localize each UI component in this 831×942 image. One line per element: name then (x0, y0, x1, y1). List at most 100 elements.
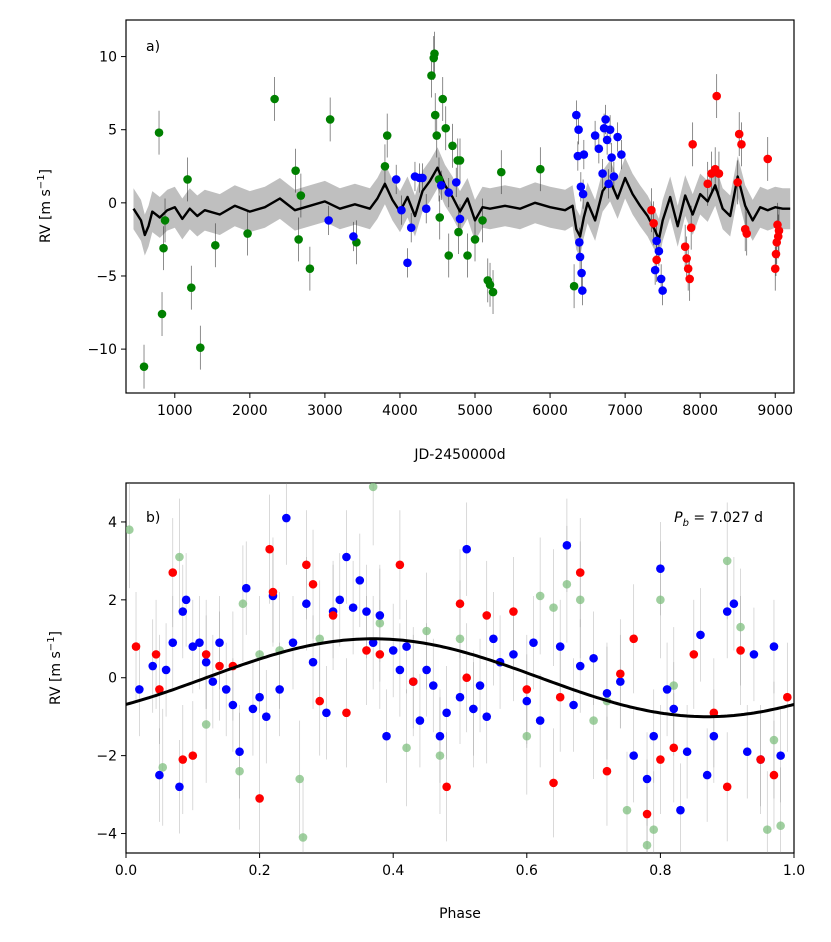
data-point-blue (617, 150, 626, 159)
panel-b-y-axis-label: RV [m s−1] (46, 631, 64, 705)
data-point-green (243, 229, 252, 238)
x-tick-label: 5000 (457, 403, 493, 419)
data-point-green (562, 579, 572, 589)
y-tick-label: 4 (108, 515, 117, 531)
data-point-green (488, 287, 498, 297)
model-rv-curve (132, 166, 791, 241)
y-tick-label: 10 (99, 50, 117, 66)
data-point-red (151, 650, 161, 659)
data-point-blue (658, 286, 667, 295)
data-point-blue (676, 805, 685, 815)
data-point-blue (421, 204, 431, 213)
data-point-green (375, 618, 385, 628)
data-point-green (485, 280, 495, 290)
data-point-green (291, 166, 300, 175)
y-tick-label: 2 (108, 593, 117, 609)
data-point-blue (509, 650, 518, 659)
data-point-blue (382, 731, 391, 741)
data-point-green (430, 110, 440, 120)
data-point-blue (324, 216, 333, 225)
y-tick-label: −5 (96, 269, 117, 285)
data-point-blue (654, 246, 664, 256)
data-point-blue (201, 657, 211, 667)
data-point-blue (696, 630, 705, 640)
data-point-blue (368, 638, 378, 647)
data-point-green (430, 49, 439, 58)
data-point-green (238, 599, 248, 609)
data-point-green (235, 766, 244, 776)
data-point-green (294, 235, 303, 244)
panel-a-data-points (139, 49, 784, 371)
data-point-blue (652, 236, 661, 246)
data-point-red (265, 544, 274, 554)
data-point-blue (148, 661, 158, 671)
data-point-blue (436, 180, 446, 190)
data-point-red (629, 634, 638, 644)
data-point-red (215, 661, 224, 671)
data-point-blue (248, 704, 258, 714)
data-point-green (435, 751, 445, 760)
data-point-red (682, 254, 691, 263)
data-point-red (709, 708, 719, 718)
data-point-blue (609, 172, 619, 181)
x-tick-label: 0.0 (115, 863, 137, 879)
data-point-blue (395, 665, 405, 675)
data-point-green (438, 94, 448, 104)
data-point-red (178, 755, 188, 764)
panel-a-y-ticks: −10 −5 0 5 10 (87, 50, 126, 358)
y-tick-label: −2 (96, 749, 117, 765)
period-value: = 7.027 d (689, 510, 763, 526)
data-point-blue (555, 642, 565, 651)
data-point-blue (221, 685, 231, 694)
data-point-blue (629, 751, 638, 760)
data-point-green (183, 175, 192, 184)
data-point-green (211, 240, 220, 250)
panel-a-y-axis-label: RV [m s−1] (36, 169, 54, 243)
data-point-red (783, 692, 792, 702)
data-point-green (201, 720, 211, 729)
data-point-red (342, 708, 351, 718)
data-point-blue (288, 638, 298, 647)
y-tick-label: 0 (108, 671, 117, 687)
data-point-blue (215, 638, 224, 647)
data-point-green (736, 622, 745, 632)
data-point-red (131, 642, 141, 651)
data-point-red (315, 696, 325, 706)
x-tick-label: 4000 (382, 403, 418, 419)
data-point-blue (535, 716, 545, 725)
data-point-green (380, 161, 390, 171)
data-point-green (435, 213, 445, 222)
x-tick-label: 0.4 (382, 863, 404, 879)
data-point-blue (161, 665, 171, 675)
data-point-red (647, 205, 656, 215)
data-point-blue (282, 513, 291, 523)
panel-a-model-band (133, 147, 791, 260)
data-point-green (157, 309, 167, 319)
data-point-red (769, 770, 779, 780)
x-tick-label: 7000 (607, 403, 643, 419)
data-point-red (736, 646, 745, 655)
data-point-red (685, 274, 694, 284)
data-point-red (462, 673, 471, 683)
data-point-blue (178, 607, 188, 616)
data-point-blue (656, 564, 665, 573)
data-point-red (395, 560, 405, 570)
data-point-green (769, 735, 779, 745)
y-tick-label: −10 (87, 342, 117, 358)
x-tick-label: 9000 (757, 403, 793, 419)
data-point-red (734, 129, 744, 139)
data-point-red (683, 264, 693, 273)
data-point-green (154, 128, 164, 137)
data-point-blue (602, 135, 612, 145)
data-point-red (188, 751, 198, 760)
data-point-blue (235, 747, 244, 757)
panel-b-y-ticks: −4 −2 0 2 4 (96, 515, 126, 843)
data-point-blue (462, 544, 471, 554)
data-point-green (454, 227, 463, 237)
data-point-red (669, 743, 679, 753)
data-point-green (522, 731, 532, 741)
panel-a-x-ticks: 1000 2000 3000 4000 5000 6000 7000 8000 9000 (157, 393, 793, 419)
panel-b-y-axis-label-main: RV [m s (48, 651, 64, 705)
data-point-red (703, 179, 712, 189)
y-tick-label: 0 (108, 196, 117, 212)
